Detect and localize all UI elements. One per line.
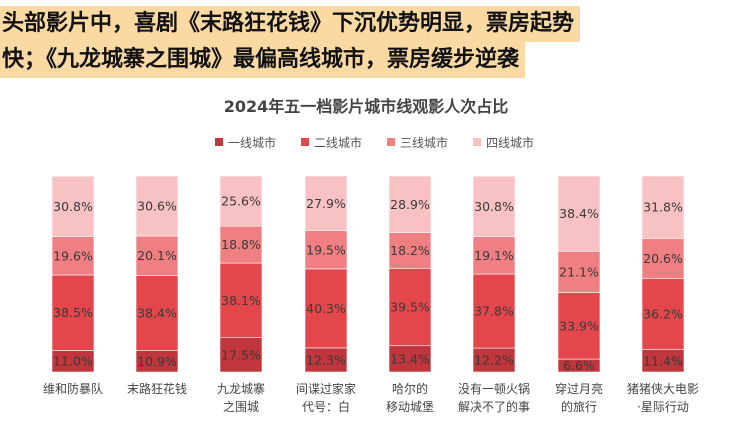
data-label-2-3: 20.1% bbox=[137, 248, 177, 263]
data-label-5-2: 39.5% bbox=[390, 300, 430, 315]
category-label-7-line-1: 穿过月亮 bbox=[555, 381, 603, 396]
data-label-3-1: 17.5% bbox=[221, 347, 261, 362]
data-label-6-1: 12.2% bbox=[474, 353, 514, 368]
category-label-4-line-2: 代号：白 bbox=[302, 399, 350, 414]
legend-label-1: 一线城市 bbox=[228, 135, 276, 150]
data-label-8-4: 31.8% bbox=[643, 200, 683, 215]
bar-segment-6-3 bbox=[472, 236, 516, 275]
data-label-5-3: 18.2% bbox=[390, 243, 430, 258]
bar-segment-5-3 bbox=[388, 232, 432, 269]
data-label-6-4: 30.8% bbox=[474, 199, 514, 214]
data-label-1-1: 11.0% bbox=[53, 354, 93, 369]
category-label-8-line-2: ·星际行动 bbox=[637, 400, 689, 414]
data-label-6-2: 37.8% bbox=[474, 304, 514, 319]
data-label-5-4: 28.9% bbox=[390, 197, 430, 212]
bar-segment-7-4 bbox=[557, 175, 601, 252]
chart-title: 2024年五一档影片城市线观影人次占比 bbox=[224, 97, 509, 116]
bar-segment-1-2 bbox=[51, 274, 95, 351]
data-label-1-3: 19.6% bbox=[53, 248, 93, 263]
headline: 头部影片中，喜剧《末路狂花钱》下沉优势明显，票房起势 快；《九龙城寨之围城》最偏… bbox=[0, 0, 732, 80]
bar-segment-5-1 bbox=[388, 345, 432, 373]
bar-segment-7-3 bbox=[557, 250, 601, 293]
data-label-5-1: 13.4% bbox=[390, 351, 430, 366]
data-label-4-4: 27.9% bbox=[306, 196, 346, 211]
headline-line-2: 快；《九龙城寨之围城》最偏高线城市，票房缓步逆袭 bbox=[0, 42, 526, 78]
category-label-1-line-1: 维和防暴队 bbox=[43, 381, 103, 396]
bar-segment-6-4 bbox=[472, 175, 516, 237]
bar-segment-2-4 bbox=[135, 175, 179, 237]
bar-segment-1-4 bbox=[51, 175, 95, 237]
data-label-2-2: 38.4% bbox=[137, 306, 177, 321]
data-label-2-4: 30.6% bbox=[137, 198, 177, 213]
bar-segment-4-4 bbox=[304, 175, 348, 231]
legend-label-2: 二线城市 bbox=[314, 135, 362, 150]
data-label-8-2: 36.2% bbox=[643, 307, 683, 322]
bar-segment-5-2 bbox=[388, 268, 432, 347]
category-label-5-line-2: 移动城堡 bbox=[386, 399, 434, 414]
data-label-2-1: 10.9% bbox=[137, 354, 177, 369]
bar-segment-3-4 bbox=[219, 175, 263, 227]
data-label-4-1: 12.3% bbox=[306, 352, 346, 367]
data-label-7-3: 21.1% bbox=[559, 264, 599, 279]
data-label-7-4: 38.4% bbox=[559, 206, 599, 221]
legend-label-4: 四线城市 bbox=[486, 135, 534, 150]
data-label-6-3: 19.1% bbox=[474, 248, 514, 263]
bar-segment-6-2 bbox=[472, 273, 516, 349]
category-label-2-line-1: 末路狂花钱 bbox=[127, 381, 187, 396]
bar-segment-3-3 bbox=[219, 225, 263, 264]
data-label-3-2: 38.1% bbox=[221, 293, 261, 308]
bar-segment-3-2 bbox=[219, 262, 263, 339]
category-label-6-line-1: 没有一顿火锅 bbox=[458, 381, 530, 396]
category-label-3-line-1: 九龙城寨 bbox=[217, 381, 265, 396]
data-label-8-3: 20.6% bbox=[643, 251, 683, 266]
data-label-4-3: 19.5% bbox=[306, 242, 346, 257]
stacked-bar-chart: 2024年五一档影片城市线观影人次占比 一线城市 二线城市 三线城市 四线城市 11.… bbox=[43, 97, 699, 414]
data-label-7-1: 6.6% bbox=[563, 358, 595, 373]
data-label-7-2: 33.9% bbox=[559, 318, 599, 333]
bar-segment-2-3 bbox=[135, 235, 179, 276]
category-label-8-line-1: 猪猪侠大电影 bbox=[627, 382, 699, 396]
bar-segment-5-4 bbox=[388, 175, 432, 233]
data-label-4-2: 40.3% bbox=[306, 301, 346, 316]
category-label-3-line-2: 之围城 bbox=[223, 400, 259, 414]
bar-segment-8-4 bbox=[641, 175, 685, 239]
data-label-3-3: 18.8% bbox=[221, 237, 261, 252]
bars: 11.0% 38.5% 19.6% 30.8% 10.9% 38.4% 20.1% 30.6%… bbox=[51, 175, 685, 373]
bar-segment-4-3 bbox=[304, 230, 348, 270]
category-label-4-line-1: 间谍过家家 bbox=[296, 381, 356, 396]
category-label-7-line-2: 的旅行 bbox=[561, 399, 597, 414]
bar-segment-7-2 bbox=[557, 292, 601, 360]
category-label-6-line-2: 解决不了的事 bbox=[458, 399, 530, 414]
bar-segment-8-3 bbox=[641, 238, 685, 280]
data-label-1-2: 38.5% bbox=[53, 305, 93, 320]
legend-swatch-2 bbox=[301, 138, 309, 146]
bar-segment-4-1 bbox=[304, 347, 348, 373]
data-label-3-4: 25.6% bbox=[221, 194, 261, 209]
data-label-8-1: 11.4% bbox=[643, 353, 683, 368]
legend: 一线城市 二线城市 三线城市 四线城市 bbox=[215, 135, 534, 150]
legend-swatch-4 bbox=[473, 138, 481, 146]
legend-label-3: 三线城市 bbox=[400, 135, 448, 150]
legend-swatch-1 bbox=[215, 138, 223, 146]
bar-segment-3-1 bbox=[219, 337, 263, 373]
data-label-1-4: 30.8% bbox=[53, 199, 93, 214]
category-label-5-line-1: 哈尔的 bbox=[392, 381, 428, 396]
headline-line-1: 头部影片中，喜剧《末路狂花钱》下沉优势明显，票房起势 bbox=[0, 6, 581, 42]
bar-segment-8-2 bbox=[641, 278, 685, 350]
legend-swatch-3 bbox=[387, 138, 395, 146]
bar-segment-4-2 bbox=[304, 268, 348, 349]
